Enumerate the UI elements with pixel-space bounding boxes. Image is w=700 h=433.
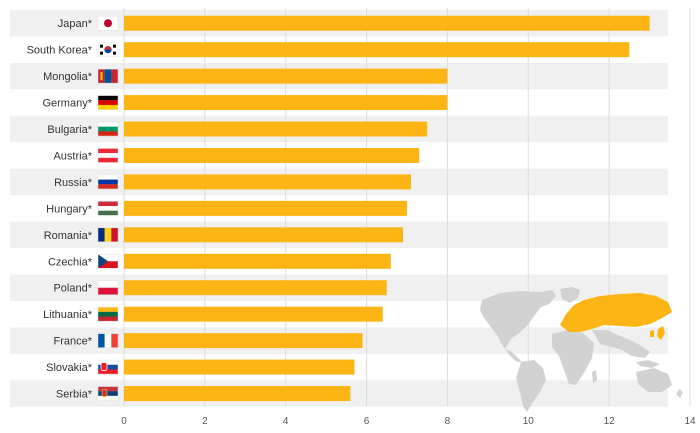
serbia-flag-icon — [97, 386, 119, 401]
bar — [124, 359, 355, 375]
category-label: Hungary* — [46, 203, 93, 215]
lithuania-flag-icon — [97, 306, 119, 322]
bar — [124, 121, 428, 137]
category-label: Bulgaria* — [47, 124, 92, 136]
bar — [124, 333, 363, 349]
x-tick-label: 6 — [364, 416, 370, 427]
bulgaria-flag-icon — [97, 121, 119, 137]
x-tick-label: 0 — [121, 416, 127, 427]
category-label: Russia* — [54, 177, 93, 189]
poland-flag-icon — [97, 280, 119, 295]
bar — [124, 227, 403, 243]
category-labels: Japan* South Korea* Mongolia* Germany* Bulga… — [27, 18, 93, 400]
category-label: Czechia* — [48, 256, 93, 268]
slovakia-flag-icon — [97, 359, 119, 375]
x-tick-label: 4 — [283, 416, 289, 427]
mongolia-flag-icon — [97, 68, 119, 84]
japan-flag-icon — [97, 15, 119, 31]
bar — [124, 174, 412, 190]
south-korea-flag-icon — [97, 42, 119, 57]
germany-flag-icon — [97, 95, 119, 110]
x-tick-label: 10 — [523, 416, 535, 427]
russia-flag-icon — [97, 174, 119, 190]
bar — [124, 15, 650, 31]
world-map-icon — [480, 287, 683, 412]
category-label: Austria* — [53, 150, 92, 162]
czechia-flag-icon — [97, 254, 119, 269]
x-tick-label: 14 — [684, 416, 696, 427]
category-label: Slovakia* — [46, 362, 93, 374]
category-label: Poland* — [53, 283, 92, 295]
category-label: Japan* — [58, 18, 93, 30]
category-label: Romania* — [44, 230, 93, 242]
category-label: South Korea* — [27, 45, 93, 57]
austria-flag-icon — [97, 148, 119, 163]
category-label: Serbia* — [56, 389, 93, 401]
bar — [124, 200, 407, 216]
x-tick-label: 8 — [445, 416, 451, 427]
category-label: Germany* — [42, 98, 92, 110]
flag-icons — [97, 15, 119, 401]
category-label: France* — [53, 336, 92, 348]
bars — [124, 15, 650, 402]
bar — [124, 147, 420, 163]
hungary-flag-icon — [97, 201, 119, 216]
france-flag-icon — [97, 333, 119, 348]
category-label: Lithuania* — [43, 309, 93, 321]
x-tick-label: 12 — [604, 416, 616, 427]
bar — [124, 68, 448, 84]
x-axis-ticks: 0 2 4 6 8 10 12 14 — [121, 416, 696, 427]
bar — [124, 253, 391, 269]
x-tick-label: 2 — [202, 416, 208, 427]
bar — [124, 42, 630, 58]
bar — [124, 280, 387, 296]
romania-flag-icon — [97, 227, 119, 243]
category-label: Mongolia* — [43, 71, 93, 83]
bar — [124, 386, 351, 402]
bar — [124, 95, 448, 111]
bar — [124, 306, 383, 322]
